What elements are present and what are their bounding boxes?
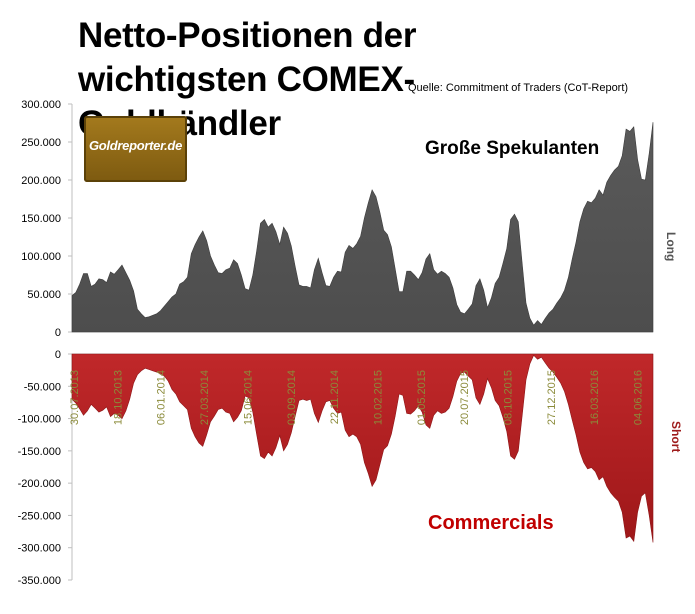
date-tick-label: 18.10.2013 — [112, 370, 124, 425]
date-tick-label: 27.03.2014 — [199, 370, 211, 425]
long-y-tick-label: 250.000 — [21, 137, 61, 149]
date-tick-label: 08.10.2015 — [503, 370, 515, 425]
short-y-tick-label: -250.000 — [18, 510, 61, 522]
long-y-tick-label: 50.000 — [27, 289, 61, 301]
long-y-tick-label: 300.000 — [21, 99, 61, 111]
long-y-tick-label: 150.000 — [21, 213, 61, 225]
date-tick-label: 16.03.2016 — [589, 370, 601, 425]
short-area — [71, 353, 654, 543]
date-tick-label: 22.11.2014 — [329, 370, 341, 424]
date-tick-label: 10.02.2015 — [372, 370, 384, 425]
long-area-layer — [71, 122, 654, 333]
long-y-tick-label: 0 — [55, 327, 61, 339]
long-y-tick-label: 200.000 — [21, 175, 61, 187]
short-y-tick-label: 0 — [55, 349, 61, 361]
date-tick-label: 20.07.2015 — [459, 370, 471, 425]
date-tick-label: 01.05.2015 — [416, 370, 428, 425]
date-tick-label: 30.07.2013 — [69, 370, 81, 425]
long-y-tick-label: 100.000 — [21, 251, 61, 263]
date-tick-label: 06.01.2014 — [156, 370, 168, 425]
goldreporter-logo: Goldreporter.de — [84, 116, 187, 182]
short-y-tick-label: -350.000 — [18, 575, 61, 587]
label-long-side: Long — [664, 232, 678, 262]
source-note: Quelle: Commitment of Traders (CoT-Repor… — [408, 82, 629, 94]
date-tick-label: 15.06.2014 — [242, 370, 254, 425]
short-y-tick-label: -300.000 — [18, 543, 61, 555]
short-y-tick-label: -100.000 — [18, 414, 61, 426]
date-tick-labels: 30.07.2013 18.10.2013 06.01.2014 27.03.2014… — [69, 370, 645, 425]
logo-text: Goldreporter.de — [88, 138, 183, 153]
date-tick-label: 04.06.2016 — [633, 370, 645, 425]
short-area-layer — [71, 353, 654, 543]
short-y-tick-label: -50.000 — [24, 381, 61, 393]
date-tick-label: 27.12.2015 — [546, 370, 558, 425]
long-area — [71, 122, 654, 333]
label-commercials: Commercials — [428, 512, 554, 534]
date-tick-label: 03.09.2014 — [286, 370, 298, 425]
chart-title: Netto-Positionen der wichtigsten COMEX-G… — [78, 16, 417, 143]
short-y-tick-label: -150.000 — [18, 446, 61, 458]
short-y-tick-label: -200.000 — [18, 478, 61, 490]
label-short-side: Short — [669, 421, 683, 453]
label-gross-spekulanten: Große Spekulanten — [425, 138, 600, 159]
